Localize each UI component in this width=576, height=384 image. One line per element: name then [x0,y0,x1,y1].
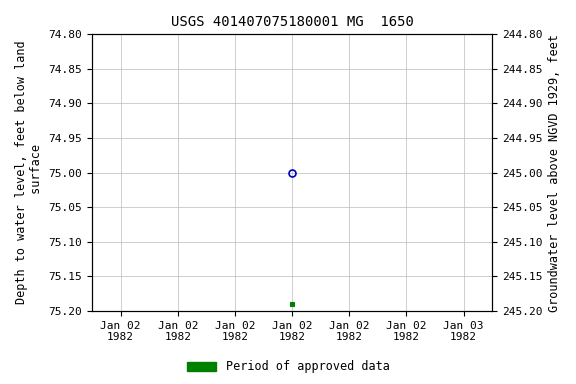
Y-axis label: Depth to water level, feet below land
 surface: Depth to water level, feet below land su… [15,41,43,305]
Legend: Period of approved data: Period of approved data [182,356,394,378]
Y-axis label: Groundwater level above NGVD 1929, feet: Groundwater level above NGVD 1929, feet [548,34,561,311]
Title: USGS 401407075180001 MG  1650: USGS 401407075180001 MG 1650 [170,15,414,29]
